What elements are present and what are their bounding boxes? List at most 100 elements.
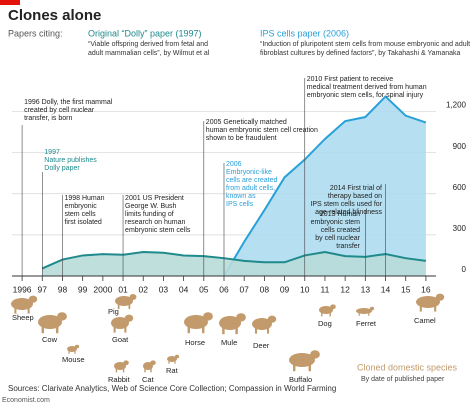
animal-head — [330, 304, 336, 310]
species-label: Mule — [221, 338, 237, 347]
annotation-text: limits funding of — [125, 211, 174, 218]
annotation-text: created by cell nuclear — [24, 107, 95, 114]
x-tick-label: 15 — [401, 284, 411, 294]
species-label: Ferret — [356, 319, 377, 328]
species-title: Cloned domestic species — [357, 362, 458, 372]
chart-title: Clones alone — [8, 7, 101, 24]
x-tick-label: 13 — [361, 284, 371, 294]
area-fill — [42, 252, 426, 276]
annotation-text: 2013 Human — [320, 211, 360, 218]
x-tick-label: 16 — [421, 284, 431, 294]
species-label: Cat — [142, 375, 155, 384]
species-label: Pig — [108, 307, 119, 316]
annotation-text: cells created — [321, 227, 360, 234]
x-tick-label: 08 — [260, 284, 270, 294]
animal-head — [28, 295, 38, 303]
animal-icon — [115, 294, 137, 309]
annotation-text: known as — [226, 193, 256, 200]
annotation-text: cells are created — [226, 177, 277, 184]
animal-head — [267, 315, 277, 323]
annotation-text: therapy based on — [328, 193, 382, 200]
brand-tag — [0, 0, 20, 5]
annotation-text: medical treatment derived from human — [307, 84, 427, 91]
y-tick-label: 0 — [462, 265, 467, 274]
series-line — [41, 251, 427, 270]
animal-body — [11, 298, 33, 310]
animal-head — [310, 350, 320, 359]
species-label: Cow — [42, 335, 58, 344]
annotation-text: embryonic stem cells, for spinal injury — [307, 92, 424, 99]
animal-head — [57, 312, 67, 321]
species-label: Horse — [185, 338, 205, 347]
x-tick-label: 03 — [159, 284, 169, 294]
credit: Economist.com — [2, 397, 50, 404]
x-tick-label: 07 — [239, 284, 249, 294]
animal-body — [416, 296, 440, 308]
x-tick-label: 2000 — [93, 284, 112, 294]
x-tick-label: 11 — [321, 284, 330, 294]
annotation-text: embryonic — [64, 203, 97, 210]
y-tick-label: 300 — [453, 224, 467, 233]
annotation-text: embryonic stem — [311, 219, 361, 226]
animal-icon — [167, 354, 180, 364]
annotation-text: IPS cells — [226, 201, 254, 208]
animal-head — [123, 360, 129, 366]
animal-icon — [184, 312, 213, 334]
species-label: Rat — [166, 366, 179, 375]
x-tick-label: 14 — [381, 284, 391, 294]
x-tick-label: 99 — [78, 284, 88, 294]
x-tick-label: 12 — [340, 284, 350, 294]
source: Sources: Clarivate Analytics, Web of Sci… — [8, 384, 336, 393]
annotation-text: embryonic stem cells — [125, 227, 191, 234]
annotation-text: George W. Bush — [125, 203, 176, 210]
annotation-text: transfer, is born — [24, 115, 72, 122]
annotation-text: Embryonic-like — [226, 169, 272, 176]
annotation-text: age-related blindness — [315, 209, 382, 216]
annotation-text: 2005 Genetically matched — [206, 119, 287, 126]
animal-body — [289, 353, 315, 367]
species-label: Goat — [112, 335, 129, 344]
species-label: Deer — [253, 341, 270, 350]
x-tick-label: 10 — [300, 284, 310, 294]
animal-head — [203, 312, 213, 321]
species-label: Sheep — [12, 313, 34, 322]
x-tick-label: 01 — [118, 284, 128, 294]
annotation-text: first isolated — [64, 219, 101, 226]
animal-head — [129, 294, 137, 300]
annotation-text: stem cells — [64, 211, 96, 218]
annotation-text: 1996 Dolly, the first mammal — [24, 99, 113, 106]
animal-head — [369, 306, 375, 311]
animal-icon — [111, 314, 134, 333]
animal-head — [150, 360, 156, 366]
x-tick-label: 02 — [139, 284, 149, 294]
x-tick-label: 06 — [219, 284, 229, 294]
legend-entry: Original “Dolly” paper (1997) — [88, 28, 202, 38]
legend-entry: IPS cells paper (2006) — [260, 28, 349, 38]
animal-head — [236, 313, 246, 322]
animal-head — [124, 314, 134, 322]
annotation-text: 2010 First patient to receive — [307, 76, 393, 83]
area-fill — [224, 96, 426, 277]
x-tick-label: 05 — [199, 284, 209, 294]
legend-description: “Induction of pluripotent stem cells fro… — [260, 41, 470, 48]
animal-icon — [319, 304, 336, 317]
animal-head — [74, 344, 80, 349]
species-label: Dog — [318, 319, 332, 328]
animal-body — [356, 308, 372, 314]
annotation-text: 2006 — [226, 161, 242, 168]
animal-icon — [219, 313, 246, 335]
annotation-text: shown to be fraudulent — [206, 135, 277, 142]
species-label: Camel — [414, 316, 436, 325]
x-tick-label: 97 — [38, 284, 48, 294]
annotation-text: 2001 US President — [125, 195, 184, 202]
species-label: Buffalo — [289, 375, 312, 384]
x-tick-label: 1996 — [13, 284, 32, 294]
animal-icon — [67, 344, 80, 354]
series-line — [223, 95, 427, 277]
animal-body — [115, 296, 133, 306]
x-tick-label: 98 — [58, 284, 68, 294]
animal-icon — [143, 360, 156, 373]
legend-description: fibroblast cultures by defined factors”,… — [260, 50, 460, 57]
y-tick-label: 600 — [453, 183, 467, 192]
